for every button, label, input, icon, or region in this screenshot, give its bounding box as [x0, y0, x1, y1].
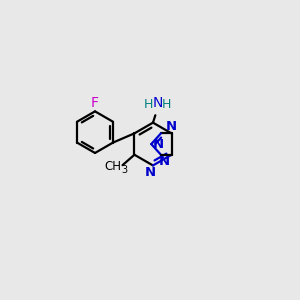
Text: N: N	[158, 155, 169, 168]
Text: H: H	[162, 98, 171, 111]
Text: N: N	[152, 138, 164, 151]
Text: N: N	[166, 120, 177, 133]
Text: F: F	[91, 96, 99, 110]
Text: H: H	[144, 98, 154, 111]
Text: N: N	[152, 96, 163, 110]
Text: CH: CH	[104, 160, 122, 172]
Text: 3: 3	[121, 165, 127, 175]
Text: N: N	[145, 166, 156, 179]
